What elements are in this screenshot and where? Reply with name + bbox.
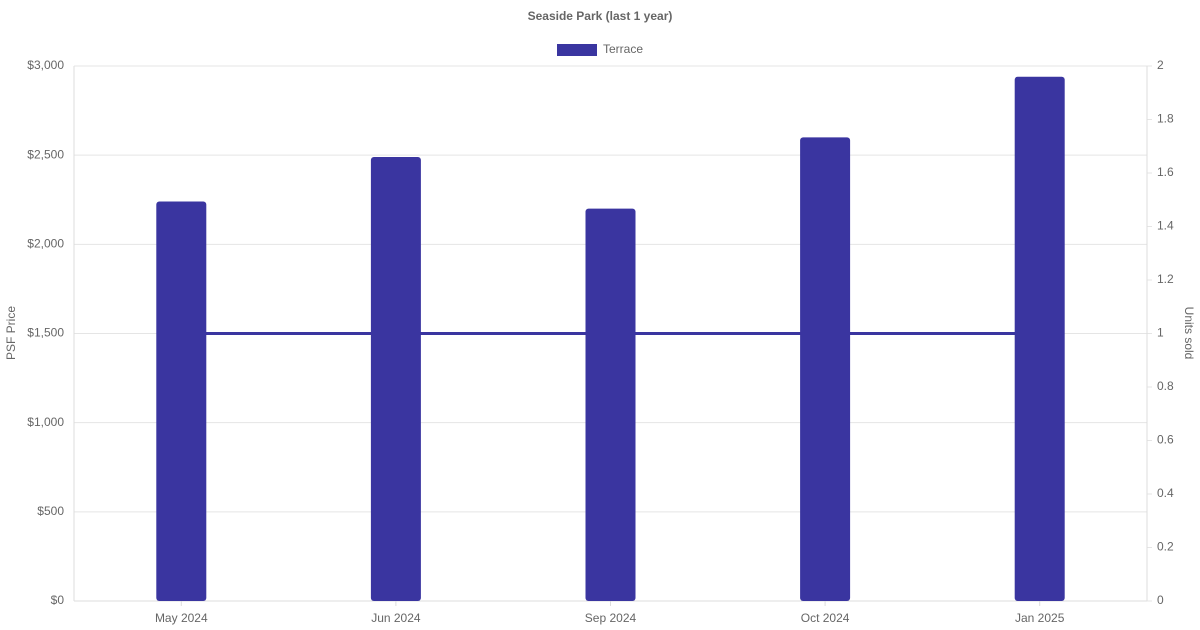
y-tick-label: $2,500 bbox=[27, 147, 64, 161]
y2-tick-label: 0.4 bbox=[1157, 486, 1174, 500]
y-axis-label: PSF Price bbox=[4, 306, 18, 360]
x-tick-label: May 2024 bbox=[155, 611, 208, 625]
y2-tick-label: 1.6 bbox=[1157, 165, 1174, 179]
y2-tick-label: 0.6 bbox=[1157, 433, 1174, 447]
bar bbox=[370, 156, 421, 601]
bar bbox=[156, 201, 207, 602]
y2-axis-label: Units sold bbox=[1182, 307, 1196, 360]
y-tick-label: $1,500 bbox=[27, 326, 64, 340]
y-tick-label: $2,000 bbox=[27, 237, 64, 251]
y2-tick-label: 1.8 bbox=[1157, 112, 1174, 126]
y-tick-label: $500 bbox=[37, 504, 64, 518]
y2-tick-label: 0.8 bbox=[1157, 379, 1174, 393]
x-tick-label: Oct 2024 bbox=[801, 611, 850, 625]
y2-tick-label: 1.4 bbox=[1157, 219, 1174, 233]
x-tick-label: Jun 2024 bbox=[371, 611, 421, 625]
chart-title: Seaside Park (last 1 year) bbox=[528, 9, 673, 23]
legend-label: Terrace bbox=[603, 42, 643, 56]
bar bbox=[585, 208, 636, 601]
y-tick-label: $3,000 bbox=[27, 58, 64, 72]
x-tick-label: Jan 2025 bbox=[1015, 611, 1065, 625]
y-tick-label: $0 bbox=[51, 593, 65, 607]
y2-tick-label: 2 bbox=[1157, 58, 1164, 72]
bar bbox=[1014, 76, 1065, 601]
x-tick-label: Sep 2024 bbox=[585, 611, 637, 625]
y-tick-label: $1,000 bbox=[27, 415, 64, 429]
y2-tick-label: 0.2 bbox=[1157, 540, 1174, 554]
y2-tick-label: 0 bbox=[1157, 593, 1164, 607]
y2-tick-label: 1 bbox=[1157, 326, 1164, 340]
y2-tick-label: 1.2 bbox=[1157, 272, 1174, 286]
bar bbox=[800, 137, 851, 602]
legend-swatch bbox=[557, 44, 597, 56]
